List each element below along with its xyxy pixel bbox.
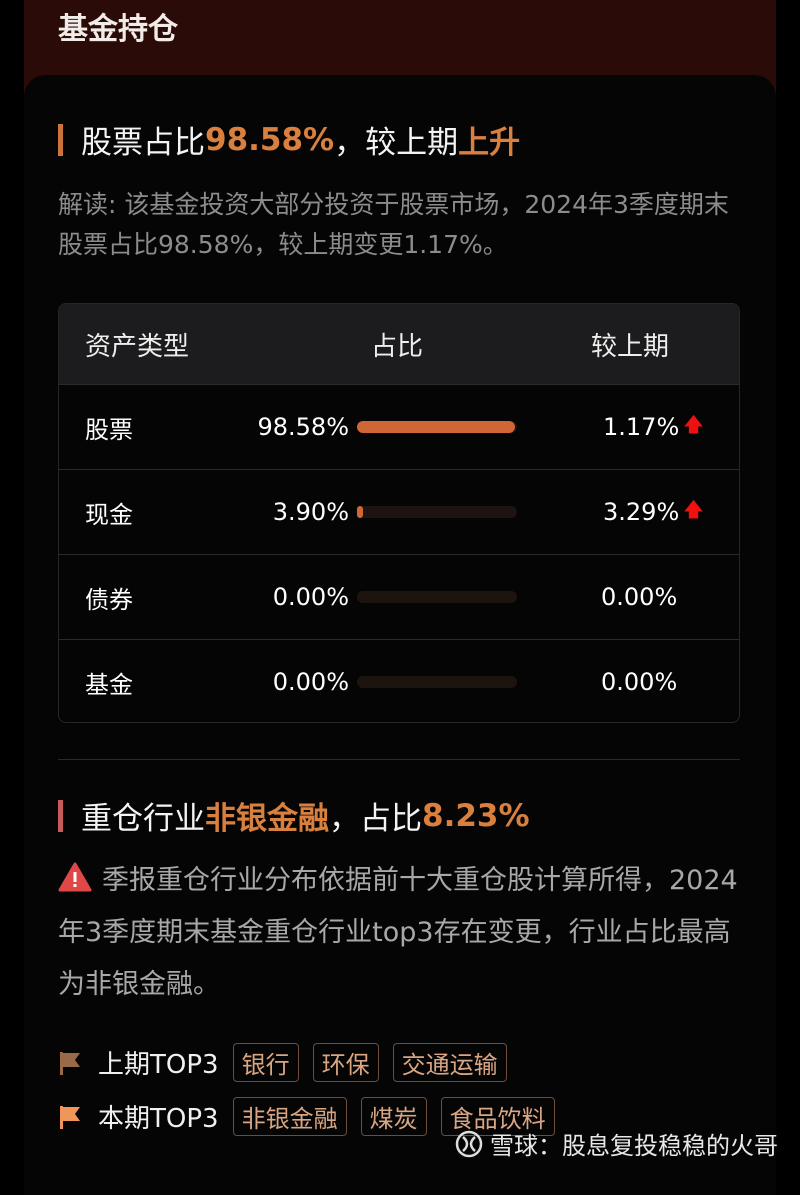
change-value: 0.00% bbox=[601, 668, 678, 696]
asset-change: 0.00% bbox=[601, 640, 678, 722]
industry-tag: 环保 bbox=[312, 1043, 379, 1082]
heading-value: 8.23% bbox=[422, 797, 530, 834]
heading-text: 股票占比 bbox=[81, 125, 205, 161]
asset-ratio: 3.90% bbox=[272, 498, 349, 526]
asset-change: 3.29% 🡅 bbox=[603, 470, 704, 554]
asset-ratio: 0.00% bbox=[272, 668, 349, 696]
table-header: 资产类型 占比 较上期 bbox=[59, 304, 739, 384]
ratio-bar-track bbox=[357, 421, 517, 433]
table-row: 股票 98.58% 1.17% 🡅 bbox=[59, 384, 739, 469]
ratio-bar-track bbox=[357, 506, 517, 518]
industry-tag: 食品饮料 bbox=[440, 1097, 555, 1136]
asset-type: 股票 bbox=[85, 415, 133, 444]
ratio-bar-fill bbox=[357, 421, 515, 433]
asset-type: 债券 bbox=[85, 585, 133, 614]
heading-text: 重仓行业 bbox=[81, 801, 205, 837]
table-row: 现金 3.90% 3.29% 🡅 bbox=[59, 469, 739, 554]
heading-industry: 非银金融 bbox=[205, 801, 329, 837]
asset-type: 现金 bbox=[85, 500, 133, 529]
holdings-card: 股票占比 98.58% ，较上期 上升 解读: 该基金投资大部分投资于股票市场，202… bbox=[24, 75, 776, 1195]
page-title: 基金持仓 bbox=[58, 12, 178, 47]
flag-icon bbox=[60, 1105, 80, 1129]
asset-table: 资产类型 占比 较上期 股票 98.58% 1.17% 🡅 现金 3.90% 3.2… bbox=[58, 303, 740, 723]
arrow-up-icon: 🡅 bbox=[683, 497, 704, 521]
curr-top3-row: 本期TOP3 非银金融 煤炭 食品饮料 bbox=[58, 1097, 555, 1136]
prev-top3-row: 上期TOP3 银行 环保 交通运输 bbox=[58, 1043, 507, 1082]
column-header: 较上期 bbox=[591, 331, 670, 362]
stock-explanation: 解读: 该基金投资大部分投资于股票市场，2024年3季度期末股票占比98.58%… bbox=[58, 190, 729, 259]
industry-heading: 重仓行业 非银金融 ，占比 8.23% bbox=[58, 793, 530, 838]
table-row: 债券 0.00% 0.00% bbox=[59, 554, 739, 639]
industry-tag: 银行 bbox=[232, 1043, 299, 1082]
watermark-text: 雪球：股息复投稳稳的火哥 bbox=[490, 1132, 778, 1160]
watermark: 雪球：股息复投稳稳的火哥 bbox=[454, 1126, 778, 1161]
heading-value: 98.58% bbox=[205, 121, 335, 158]
heading-accent-bar bbox=[58, 123, 63, 156]
heading-trend: 上升 bbox=[458, 125, 521, 161]
column-header: 资产类型 bbox=[85, 331, 190, 362]
asset-ratio: 0.00% bbox=[272, 583, 349, 611]
prev-top3-label: 上期TOP3 bbox=[98, 1050, 219, 1080]
xueqiu-logo-icon bbox=[455, 1130, 483, 1157]
change-value: 3.29% bbox=[603, 498, 680, 526]
heading-text: ，较上期 bbox=[334, 125, 459, 161]
asset-change: 0.00% bbox=[601, 555, 677, 639]
asset-type: 基金 bbox=[85, 670, 133, 699]
asset-change: 1.17% 🡅 bbox=[603, 385, 704, 469]
asset-ratio: 98.58% bbox=[257, 413, 349, 441]
heading-accent-bar bbox=[58, 799, 63, 832]
industry-tag: 非银金融 bbox=[232, 1097, 347, 1136]
ratio-bar-track bbox=[357, 676, 517, 688]
ratio-bar-track bbox=[357, 591, 517, 603]
industry-tag: 煤炭 bbox=[360, 1097, 427, 1136]
flag-icon bbox=[60, 1051, 80, 1075]
arrow-up-icon: 🡅 bbox=[683, 412, 704, 436]
ratio-bar-fill bbox=[357, 506, 364, 518]
stock-ratio-heading: 股票占比 98.58% ，较上期 上升 bbox=[58, 117, 520, 162]
heading-text: ，占比 bbox=[329, 801, 422, 837]
change-value: 0.00% bbox=[601, 583, 678, 611]
divider bbox=[58, 759, 740, 760]
curr-top3-label: 本期TOP3 bbox=[98, 1104, 219, 1134]
industry-tag: 交通运输 bbox=[392, 1043, 507, 1082]
warning-icon bbox=[58, 862, 92, 892]
industry-note: 季报重仓行业分布依据前十大重仓股计算所得，2024年3季度期末基金重仓行业top… bbox=[58, 855, 748, 1011]
table-row: 基金 0.00% 0.00% bbox=[59, 639, 739, 722]
note-text: 季报重仓行业分布依据前十大重仓股计算所得，2024年3季度期末基金重仓行业top… bbox=[58, 865, 738, 1000]
column-header: 占比 bbox=[371, 331, 424, 362]
change-value: 1.17% bbox=[603, 413, 680, 441]
